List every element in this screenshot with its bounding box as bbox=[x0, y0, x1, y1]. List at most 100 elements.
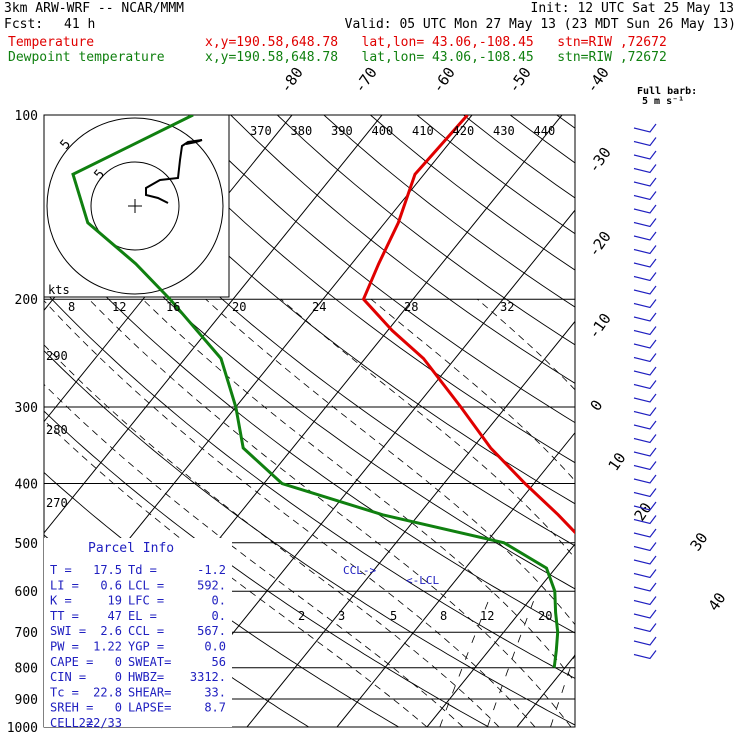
forecast-label: Fcst: bbox=[4, 17, 44, 32]
speed-tick-label: 24 bbox=[312, 300, 326, 314]
isotherm-label: -30 bbox=[585, 144, 615, 177]
wind-barb bbox=[633, 623, 657, 633]
barb-key: Full barb: bbox=[637, 86, 697, 97]
isotherm-line bbox=[607, 115, 740, 727]
dewpoint-legend: Dewpoint temperature bbox=[8, 50, 165, 65]
isotherm-label: -10 bbox=[585, 310, 615, 343]
dry-adiabat-line bbox=[370, 115, 575, 271]
parcel-field-label: EL = bbox=[128, 609, 157, 623]
parcel-field-label: CCL = bbox=[128, 624, 164, 638]
dry-adiabat-line bbox=[556, 115, 575, 129]
dry-adiabat-line bbox=[90, 115, 575, 505]
mixing-ratio-label: 8 bbox=[440, 609, 447, 623]
dry-adiabat-line bbox=[416, 115, 575, 235]
wind-barb bbox=[633, 299, 657, 309]
isotherm-line bbox=[44, 115, 383, 534]
parcel-field-value: 47 bbox=[108, 609, 122, 623]
wind-barb bbox=[633, 407, 657, 417]
parcel-field-value: 19 bbox=[108, 594, 122, 608]
theta-label: 370 bbox=[250, 124, 272, 138]
wind-barb bbox=[633, 515, 657, 525]
theta-label: 380 bbox=[291, 124, 313, 138]
speed-tick-label: 20 bbox=[232, 300, 246, 314]
mixing-ratio-label: 2 bbox=[298, 609, 305, 623]
parcel-field-value: 1.22 bbox=[93, 640, 122, 654]
wind-barb bbox=[633, 285, 657, 295]
isotherm-line bbox=[156, 209, 575, 727]
parcel-field-value: 17.5 bbox=[93, 563, 122, 577]
moist-adiabat-line bbox=[700, 299, 740, 727]
dry-adiabat-line bbox=[323, 115, 575, 308]
wind-barb bbox=[633, 258, 657, 268]
moist-adiabat-line bbox=[88, 298, 572, 727]
wind-barb bbox=[633, 353, 657, 363]
wind-barb bbox=[633, 164, 657, 174]
theta-label: 430 bbox=[493, 124, 515, 138]
parcel-field-value: 0.0 bbox=[204, 640, 226, 654]
dewpoint-location: x,y=190.58,648.78 lat,lon= 43.06,-108.45… bbox=[205, 50, 667, 65]
parcel-field-label: SWI = bbox=[50, 624, 86, 638]
parcel-field-value: 0. bbox=[212, 609, 226, 623]
dry-adiabat-line bbox=[230, 115, 575, 384]
mixing-ratio-line bbox=[612, 591, 655, 727]
wind-barb bbox=[633, 555, 657, 565]
parcel-field-label: LFC = bbox=[128, 594, 164, 608]
parcel-field-value: 22.8 bbox=[93, 685, 122, 699]
mixing-ratio-line bbox=[439, 591, 493, 727]
theta-label: 390 bbox=[331, 124, 353, 138]
pressure-tick-label: 700 bbox=[15, 626, 38, 641]
moist-adiabat-line bbox=[477, 298, 575, 391]
hodograph-ring bbox=[90, 161, 180, 251]
speed-tick-label: 16 bbox=[166, 300, 180, 314]
isotherm-label: 0 bbox=[587, 397, 607, 415]
forecast-hour: 41 h bbox=[64, 17, 96, 32]
hodograph-trace bbox=[145, 139, 203, 204]
parcel-field-value: 2.6 bbox=[100, 624, 122, 638]
wind-barb bbox=[633, 447, 657, 457]
speed-tick-label: 32 bbox=[500, 300, 514, 314]
barb-key-unit: 5 m s⁻¹ bbox=[642, 96, 684, 107]
wind-barb bbox=[633, 488, 657, 498]
moist-adiabat-line bbox=[370, 298, 575, 482]
moist-adiabat-line bbox=[593, 299, 740, 727]
isotherm-line bbox=[697, 115, 740, 727]
wind-barb bbox=[633, 650, 657, 660]
parcel-field-label: T = bbox=[50, 563, 72, 577]
dry-adiabat-line bbox=[44, 115, 575, 547]
dry-adiabat-line bbox=[44, 350, 575, 726]
mixing-ratio-line bbox=[667, 591, 707, 727]
dry-adiabat-line bbox=[463, 115, 575, 199]
mixing-ratio-label: 12 bbox=[480, 609, 494, 623]
parcel-field-value: 0 bbox=[115, 670, 122, 684]
pressure-tick-label: 800 bbox=[15, 662, 38, 677]
isotherm-label: -60 bbox=[429, 64, 459, 97]
theta-label: 410 bbox=[412, 124, 434, 138]
moist-adiabat-line bbox=[280, 298, 575, 559]
parcel-field-value: 592. bbox=[197, 578, 226, 592]
parcel-field-value: 0. bbox=[212, 594, 226, 608]
isotherm-label: -20 bbox=[585, 228, 615, 261]
parcel-field-label: CELL = bbox=[50, 716, 93, 730]
parcel-field-label: SREH = bbox=[50, 701, 93, 715]
parcel-field-label: TT = bbox=[50, 609, 79, 623]
wind-barb bbox=[633, 272, 657, 282]
temperature-trace bbox=[361, 115, 575, 535]
parcel-field-value: 3312. bbox=[190, 670, 226, 684]
wind-barb bbox=[633, 434, 657, 444]
isotherm-label: 40 bbox=[705, 589, 730, 614]
dry-adiabat-line bbox=[44, 231, 575, 634]
parcel-field-label: SHEAR= bbox=[128, 685, 171, 699]
parcel-field-label: YGP = bbox=[128, 640, 164, 654]
moist-adiabat-line bbox=[44, 300, 536, 727]
isotherm-line bbox=[516, 654, 575, 727]
isotherm-label: -80 bbox=[277, 64, 307, 97]
wind-barb bbox=[633, 326, 657, 336]
temperature-location: x,y=190.58,648.78 lat,lon= 43.06,-108.45… bbox=[205, 35, 667, 50]
pressure-tick-label: 400 bbox=[15, 477, 38, 492]
parcel-field-label: SWEAT= bbox=[128, 655, 171, 669]
parcel-field-label: CAPE = bbox=[50, 655, 93, 669]
parcel-field-value: 567. bbox=[197, 624, 226, 638]
wind-barb bbox=[633, 231, 657, 241]
plot-frame bbox=[43, 114, 576, 728]
wind-barb bbox=[633, 366, 657, 376]
